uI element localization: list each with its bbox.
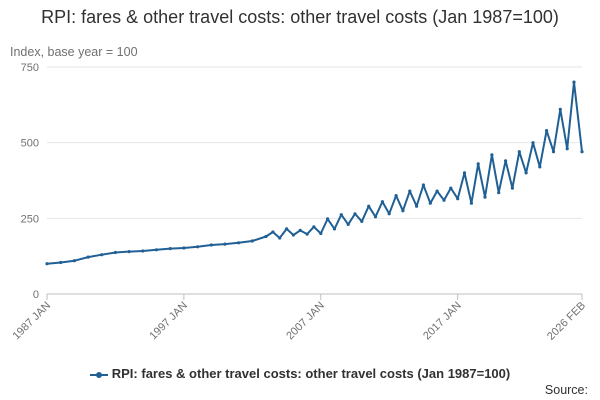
data-point bbox=[456, 197, 460, 201]
data-point bbox=[278, 236, 282, 240]
y-tick-label: 250 bbox=[21, 213, 39, 225]
data-point bbox=[264, 234, 268, 239]
data-point bbox=[531, 141, 535, 145]
data-point bbox=[469, 201, 473, 205]
data-point bbox=[387, 212, 391, 216]
x-axis bbox=[46, 293, 583, 300]
data-point bbox=[483, 195, 487, 199]
data-point bbox=[551, 150, 556, 154]
data-point bbox=[428, 201, 432, 205]
data-point bbox=[538, 165, 542, 169]
x-tick-label: 1987 JAN bbox=[10, 300, 53, 343]
data-point bbox=[408, 189, 412, 193]
data-point bbox=[127, 250, 131, 254]
data-point bbox=[353, 212, 357, 216]
data-point bbox=[360, 219, 364, 223]
data-point bbox=[196, 245, 200, 249]
data-point bbox=[237, 241, 241, 245]
data-point bbox=[298, 228, 302, 232]
x-tick-label: 2026 FEB bbox=[545, 300, 588, 343]
data-point bbox=[580, 150, 584, 154]
chart-title: RPI: fares & other travel costs: other t… bbox=[41, 7, 559, 27]
data-point bbox=[223, 242, 227, 246]
data-point bbox=[449, 186, 453, 190]
grid-layer bbox=[47, 66, 582, 219]
data-point bbox=[572, 80, 576, 84]
data-point bbox=[168, 247, 172, 251]
data-point bbox=[100, 253, 104, 257]
y-axis: 0 250 500 750 bbox=[21, 62, 39, 301]
data-point bbox=[113, 250, 117, 255]
data-point bbox=[380, 200, 384, 204]
data-point bbox=[59, 260, 63, 265]
y-tick-label: 0 bbox=[33, 289, 39, 301]
x-tick-labels: 1987 JAN 1997 JAN 2007 JAN 2017 JAN 2026 FEB bbox=[10, 300, 588, 343]
data-point bbox=[373, 215, 378, 219]
data-point bbox=[490, 153, 494, 157]
series-line bbox=[46, 81, 583, 265]
data-point bbox=[558, 107, 562, 111]
data-point bbox=[504, 159, 508, 163]
data-point bbox=[510, 186, 514, 190]
data-point bbox=[250, 239, 254, 243]
y-axis-label: Index, base year = 100 bbox=[10, 45, 138, 59]
data-point bbox=[435, 189, 439, 193]
data-point bbox=[565, 147, 569, 151]
data-point bbox=[271, 230, 275, 234]
legend-series-marker bbox=[89, 370, 108, 380]
source-label: Source: bbox=[544, 383, 588, 397]
data-point bbox=[421, 183, 425, 187]
data-point bbox=[401, 209, 405, 213]
data-point bbox=[45, 262, 49, 266]
data-point bbox=[305, 232, 309, 236]
data-point bbox=[154, 248, 159, 252]
data-point bbox=[367, 204, 371, 208]
data-point bbox=[182, 246, 186, 250]
legend[interactable]: RPI: fares & other travel costs: other t… bbox=[0, 366, 600, 381]
data-point bbox=[326, 217, 330, 221]
data-point bbox=[339, 213, 343, 217]
data-point bbox=[319, 231, 323, 236]
data-point bbox=[524, 171, 528, 175]
data-point bbox=[291, 233, 295, 237]
data-point bbox=[545, 129, 549, 133]
data-point bbox=[476, 162, 480, 166]
x-tick-label: 1997 JAN bbox=[147, 300, 190, 343]
data-point bbox=[141, 249, 145, 253]
data-point bbox=[517, 150, 521, 154]
data-point bbox=[86, 255, 90, 259]
data-point bbox=[332, 227, 337, 231]
data-point bbox=[312, 225, 316, 229]
data-point bbox=[209, 243, 213, 247]
y-tick-label: 750 bbox=[21, 62, 39, 74]
x-tick-label: 2007 JAN bbox=[284, 300, 327, 343]
data-point bbox=[72, 259, 76, 263]
data-point bbox=[394, 194, 398, 198]
data-point bbox=[442, 198, 446, 202]
data-point bbox=[497, 191, 501, 195]
y-tick-label: 500 bbox=[21, 138, 39, 150]
legend-series-label: RPI: fares & other travel costs: other t… bbox=[111, 366, 511, 381]
series-layer bbox=[45, 80, 584, 266]
x-tick-label: 2017 JAN bbox=[421, 300, 464, 343]
data-point bbox=[285, 227, 289, 231]
data-point bbox=[415, 204, 419, 208]
data-point bbox=[346, 222, 350, 226]
data-point bbox=[462, 171, 467, 175]
